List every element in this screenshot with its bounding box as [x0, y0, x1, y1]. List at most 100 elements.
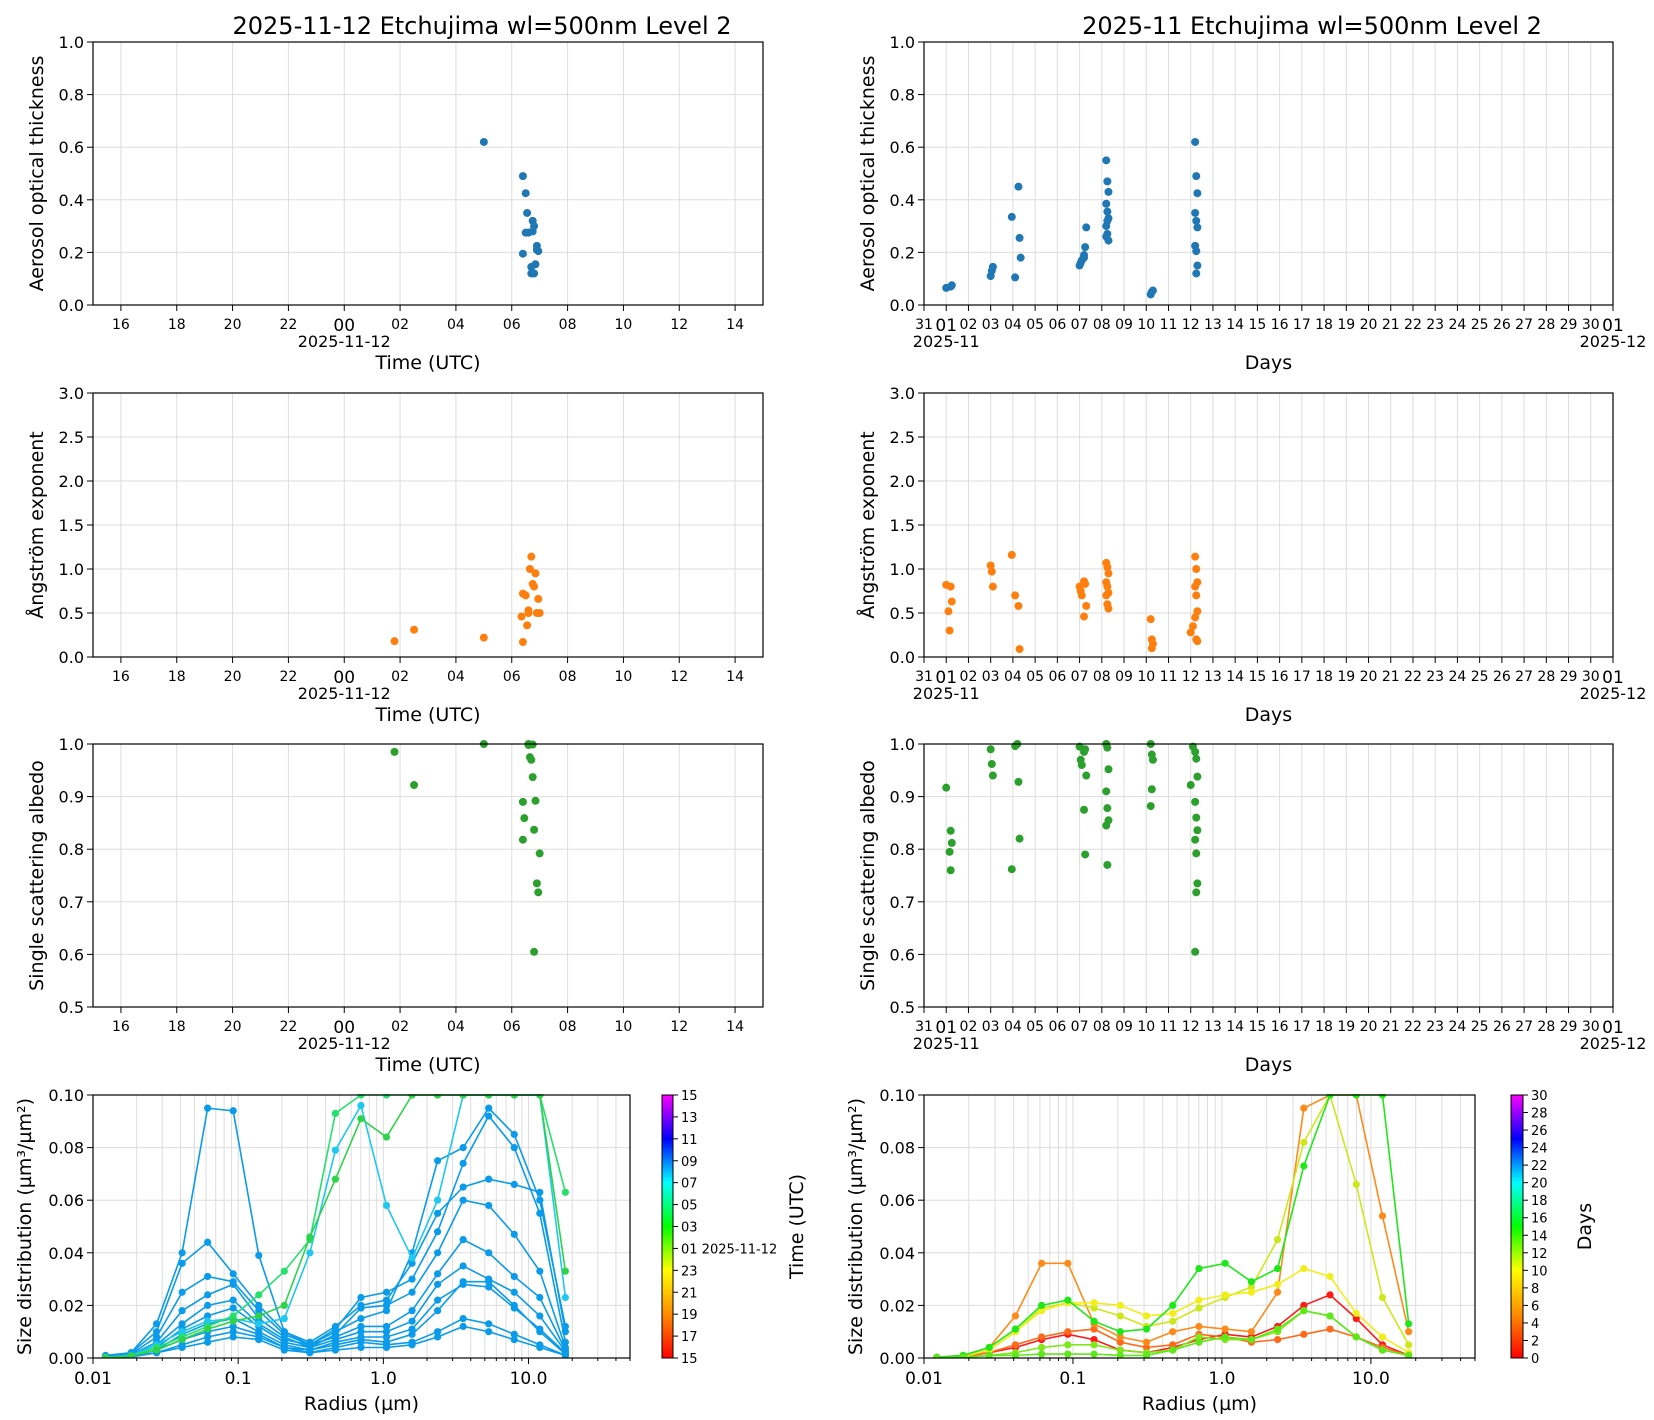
series-point	[434, 1270, 442, 1278]
data-point	[521, 228, 530, 237]
series-point	[536, 1188, 544, 1196]
x-tick-label: 10	[615, 1019, 633, 1035]
series-point	[382, 1201, 391, 1210]
x-tick-label: 04	[1004, 669, 1022, 685]
series-point	[510, 1130, 518, 1139]
y-tick-label: 0.02	[48, 1296, 84, 1315]
data-point	[1192, 269, 1201, 278]
data-point	[1007, 865, 1016, 874]
x-tick-label: 26	[1493, 669, 1511, 685]
title-month: 2025-11 Etchujima wl=500nm Level 2	[1082, 12, 1542, 40]
x-tick-label: 23	[1426, 1019, 1444, 1035]
series-point	[485, 1320, 493, 1328]
series-point	[1273, 1236, 1282, 1244]
x-tick-label: 04	[447, 1019, 465, 1035]
series-point	[1195, 1296, 1203, 1304]
y-tick-label: 0.5	[59, 604, 84, 623]
series-group	[101, 1094, 569, 1358]
x-tick-label: 21	[1382, 1019, 1400, 1035]
data-point	[1193, 772, 1202, 781]
x-tick-label: 04	[447, 317, 465, 333]
x-tick-label: 10	[615, 317, 633, 333]
data-point	[947, 838, 956, 847]
colorbar-label: Time (UTC)	[786, 1174, 808, 1280]
series-point	[1273, 1335, 1282, 1344]
series-point	[434, 1328, 442, 1336]
y-tick-label: 0.06	[879, 1191, 915, 1210]
colorbar-tick-label: 15	[681, 1089, 698, 1104]
series-point	[152, 1346, 161, 1354]
data-point	[947, 597, 956, 606]
series-point	[434, 1280, 442, 1288]
series-point	[204, 1325, 212, 1333]
series-point	[1221, 1291, 1229, 1299]
x-date-label: 2025-11-12	[298, 684, 391, 703]
series-point	[178, 1320, 186, 1328]
series-point	[408, 1341, 416, 1349]
series-point	[510, 1180, 518, 1189]
x-axis-label: Days	[1245, 704, 1292, 726]
data-point	[525, 565, 534, 573]
colorbar-tick-label: 07	[681, 1177, 698, 1192]
series-point	[178, 1249, 186, 1257]
series-point	[178, 1335, 186, 1344]
data-point	[1103, 860, 1112, 869]
data-point	[946, 866, 955, 875]
data-point	[1015, 233, 1024, 242]
series-point	[1247, 1335, 1255, 1344]
x-tick-label: 00	[333, 1018, 355, 1038]
x-tick-label: 14	[726, 1019, 744, 1035]
data-point	[1146, 802, 1155, 811]
series-point	[1064, 1341, 1072, 1349]
data-point	[1007, 550, 1016, 559]
data-point	[1104, 765, 1113, 774]
series-point	[434, 1249, 442, 1257]
data-point	[1015, 834, 1024, 843]
panel-day-aot: 0.0 0.2 0.4 0.6 0.8 1.0 Aerosol optical thickn…	[26, 33, 764, 374]
plot-frame	[923, 41, 1614, 306]
colorbar-tick-label: 0	[1531, 1352, 1539, 1367]
series-point	[1116, 1301, 1124, 1309]
series-point	[1326, 1312, 1334, 1320]
x-tick-label: 21	[1382, 317, 1400, 333]
series-point	[1405, 1351, 1413, 1358]
series-point	[1038, 1333, 1046, 1341]
x-tick-label: 28	[1537, 1019, 1555, 1035]
data-point	[520, 814, 529, 823]
series-point	[510, 1230, 518, 1238]
y-tick-label: 0.8	[59, 840, 84, 859]
y-tick-label: 1.0	[59, 735, 84, 754]
data-point	[530, 947, 539, 956]
data-point	[1103, 207, 1112, 216]
series-point	[382, 1322, 391, 1331]
x-tick-label: 13	[1204, 669, 1222, 685]
series-point	[485, 1249, 493, 1257]
series-point	[1352, 1309, 1360, 1317]
x-tick-label: 06	[503, 1019, 521, 1035]
data-point	[986, 561, 995, 570]
series-point	[382, 1301, 391, 1309]
series-point	[1169, 1328, 1177, 1336]
series-point	[485, 1104, 493, 1112]
series-point	[255, 1320, 263, 1328]
data-point	[1102, 199, 1111, 208]
y-tick-label: 2.5	[59, 428, 84, 447]
x-tick-label: 13	[1204, 1019, 1222, 1035]
series-point	[1064, 1296, 1072, 1304]
x-tick-label: 12	[1182, 317, 1200, 333]
y-tick-label: 0.5	[890, 604, 915, 623]
series-point	[408, 1275, 416, 1283]
x-tick-label: 19	[1337, 669, 1355, 685]
series-point	[357, 1314, 365, 1323]
y-tick-label: 1.5	[59, 516, 84, 535]
series-point	[1169, 1317, 1177, 1325]
data-point	[530, 825, 539, 834]
series-point	[229, 1317, 237, 1325]
x-tick-label: 04	[1004, 317, 1022, 333]
data-point	[518, 835, 527, 844]
y-tick-label: 0.5	[59, 998, 84, 1017]
data-point	[1011, 273, 1020, 282]
y-tick-label: 0.00	[48, 1349, 84, 1368]
x-tick-label: 02	[391, 1019, 409, 1035]
data-point	[1016, 253, 1025, 262]
